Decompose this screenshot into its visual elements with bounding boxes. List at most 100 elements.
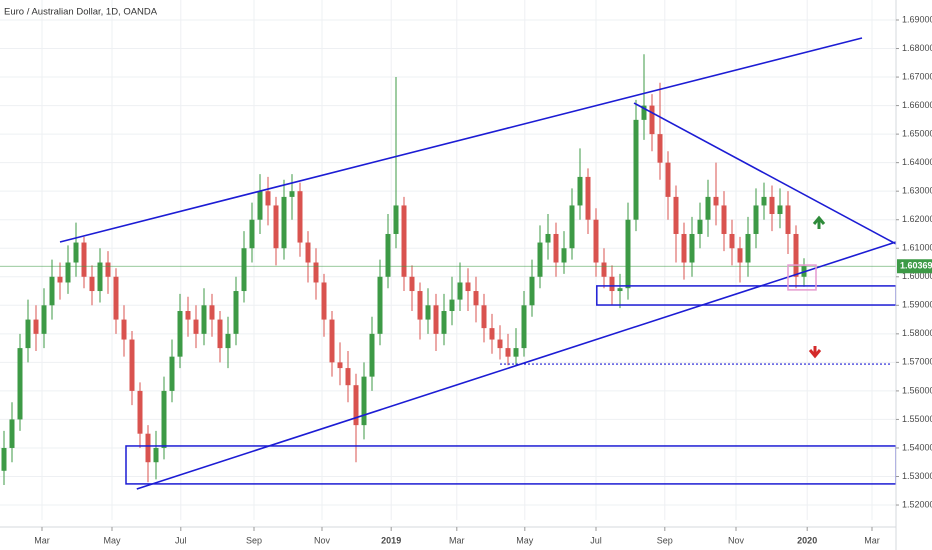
x-tick-label: Jul xyxy=(175,535,187,545)
zone-rect xyxy=(787,264,817,291)
candle-body xyxy=(1,447,7,471)
candle-body xyxy=(505,348,511,357)
candle-body xyxy=(777,205,783,215)
candle-body xyxy=(529,276,535,306)
candle-body xyxy=(313,262,319,283)
candle-body xyxy=(785,205,791,234)
candle-body xyxy=(409,276,415,292)
candle-body xyxy=(185,311,191,320)
candle-body xyxy=(641,105,647,120)
candle-body xyxy=(601,262,607,277)
candle-body xyxy=(57,276,63,283)
x-tick-label: Mar xyxy=(449,535,465,545)
candle-body xyxy=(665,162,671,197)
candle-body xyxy=(89,276,95,292)
axes: 1.52000 1.53000 1.54000 1.55000 1.56000 1.570… xyxy=(34,14,932,545)
x-tick-label: Mar xyxy=(34,535,50,545)
candle-body xyxy=(761,196,767,206)
candle-body xyxy=(305,242,311,263)
candle-body xyxy=(457,282,463,300)
candle-body xyxy=(169,356,175,391)
candle-body xyxy=(9,419,15,448)
y-tick-label: 1.64000 xyxy=(902,157,932,167)
candle-body xyxy=(161,390,167,448)
candle-body xyxy=(401,205,407,277)
candle-body xyxy=(465,282,471,292)
y-tick-label: 1.52000 xyxy=(902,499,932,509)
candle-body xyxy=(561,248,567,263)
candle-body xyxy=(681,233,687,263)
y-tick-label: 1.67000 xyxy=(902,71,932,81)
candle-body xyxy=(273,205,279,249)
candle-body xyxy=(289,191,295,197)
grid xyxy=(0,0,896,520)
candle-body xyxy=(609,276,615,292)
x-tick-label: Sep xyxy=(246,535,262,545)
y-tick-label: 1.68000 xyxy=(902,43,932,53)
candle-body xyxy=(473,291,479,306)
trend-line xyxy=(136,241,896,490)
candle-body xyxy=(593,219,599,263)
candle-body xyxy=(537,242,543,277)
candle-body xyxy=(225,333,231,349)
candle-body xyxy=(65,262,71,283)
candle-body xyxy=(721,205,727,234)
x-tick-label: Sep xyxy=(657,535,673,545)
y-tick-label: 1.58000 xyxy=(902,328,932,338)
candle-body xyxy=(353,385,359,426)
candle-body xyxy=(193,319,199,334)
candle-body xyxy=(25,319,31,349)
candle-body xyxy=(393,205,399,234)
trend-line xyxy=(633,102,896,245)
candle-body xyxy=(673,196,679,234)
x-tick-label: Nov xyxy=(728,535,745,545)
candle-body xyxy=(489,328,495,340)
candle-body xyxy=(81,242,87,277)
candle-body xyxy=(49,276,55,306)
candle-body xyxy=(513,348,519,357)
candle-body xyxy=(625,219,631,289)
candle-body xyxy=(105,262,111,277)
candle-body xyxy=(729,233,735,249)
candle-body xyxy=(417,291,423,320)
candle-body xyxy=(337,362,343,369)
candle-body xyxy=(633,119,639,220)
candle-body xyxy=(233,291,239,334)
last-price-label: 1.60369 xyxy=(900,261,932,271)
y-tick-label: 1.63000 xyxy=(902,186,932,196)
candle-body xyxy=(249,219,255,249)
candle-body xyxy=(769,196,775,215)
candle-body xyxy=(281,196,287,249)
candle-body xyxy=(113,276,119,320)
candle-body xyxy=(73,242,79,263)
y-tick-label: 1.53000 xyxy=(902,471,932,481)
y-tick-label: 1.69000 xyxy=(902,14,932,24)
candle-body xyxy=(377,276,383,334)
candle-body xyxy=(497,339,503,349)
candle-body xyxy=(585,176,591,220)
candle-body xyxy=(657,134,663,163)
candle-body xyxy=(385,233,391,277)
candle-body xyxy=(145,433,151,463)
candle-body xyxy=(257,191,263,220)
candle-body xyxy=(793,233,799,277)
candle-body xyxy=(17,348,23,420)
candle-body xyxy=(433,305,439,334)
y-tick-label: 1.56000 xyxy=(902,385,932,395)
trend-line xyxy=(59,37,863,243)
candle-body xyxy=(705,196,711,220)
x-tick-label: Jul xyxy=(590,535,602,545)
candle-body xyxy=(369,333,375,377)
candle-body xyxy=(441,311,447,334)
candle-body xyxy=(553,233,559,263)
candle-body xyxy=(737,248,743,263)
candle-body xyxy=(201,305,207,334)
candle-body xyxy=(521,305,527,349)
candle-body xyxy=(425,305,431,320)
candle-body xyxy=(41,305,47,334)
y-tick-label: 1.61000 xyxy=(902,243,932,253)
y-tick-label: 1.54000 xyxy=(902,442,932,452)
candle-body xyxy=(449,299,455,312)
x-tick-label: May xyxy=(516,535,534,545)
x-tick-label: May xyxy=(103,535,121,545)
